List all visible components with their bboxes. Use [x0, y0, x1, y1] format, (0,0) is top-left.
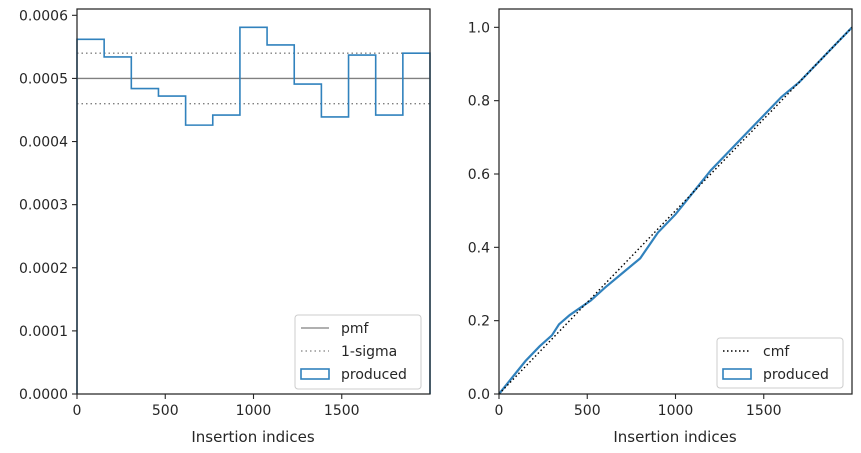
y-tick-label: 0.0002: [19, 261, 68, 277]
legend-label: produced: [763, 367, 829, 383]
y-tick-label: 0.0000: [19, 387, 68, 403]
y-tick-label: 0.0001: [19, 324, 68, 340]
y-tick-label: 0.0003: [19, 198, 68, 214]
right-x-axis-label: Insertion indices: [613, 428, 736, 446]
legend-label: produced: [341, 367, 407, 383]
x-tick-label: 500: [574, 403, 601, 419]
legend-box: [294, 314, 422, 390]
produced-histogram-step: [76, 26, 431, 394]
y-tick-label: 0.6: [468, 167, 490, 183]
y-tick-label: 0.4: [468, 240, 490, 256]
right-legend: cmf produced: [716, 337, 844, 389]
x-tick-label: 1000: [658, 403, 694, 419]
legend-produced-swatch: [722, 368, 752, 380]
y-tick-label: 0.0004: [19, 135, 68, 151]
left-x-axis-label: Insertion indices: [191, 428, 314, 446]
legend-label: cmf: [763, 344, 790, 360]
legend-produced-swatch: [300, 368, 330, 380]
legend-label: 1-sigma: [341, 344, 397, 360]
x-tick-label: 0: [495, 403, 504, 419]
x-tick-label: 1500: [324, 403, 360, 419]
right-cumulative-panel: 0 500 1000 1500 0.0 0.2 0.4 0.6 0.8 1.0 Insertio…: [468, 8, 853, 446]
y-tick-label: 0.0: [468, 387, 490, 403]
y-tick-label: 0.8: [468, 94, 490, 110]
produced-cumulative-line: [498, 26, 853, 395]
y-tick-label: 0.0005: [19, 71, 68, 87]
cmf-line: [498, 26, 853, 395]
legend-label: pmf: [341, 321, 370, 337]
y-tick-label: 1.0: [468, 20, 490, 36]
y-tick-label: 0.0006: [19, 8, 68, 24]
x-tick-label: 1500: [746, 403, 782, 419]
x-tick-label: 0: [73, 403, 82, 419]
x-tick-label: 500: [152, 403, 179, 419]
y-tick-label: 0.2: [468, 314, 490, 330]
x-tick-label: 1000: [236, 403, 272, 419]
left-legend: pmf 1-sigma produced: [294, 314, 422, 390]
left-histogram-panel: 0 500 1000 1500 0.0000 0.0001 0.0002 0.0003 0.0…: [19, 8, 431, 446]
